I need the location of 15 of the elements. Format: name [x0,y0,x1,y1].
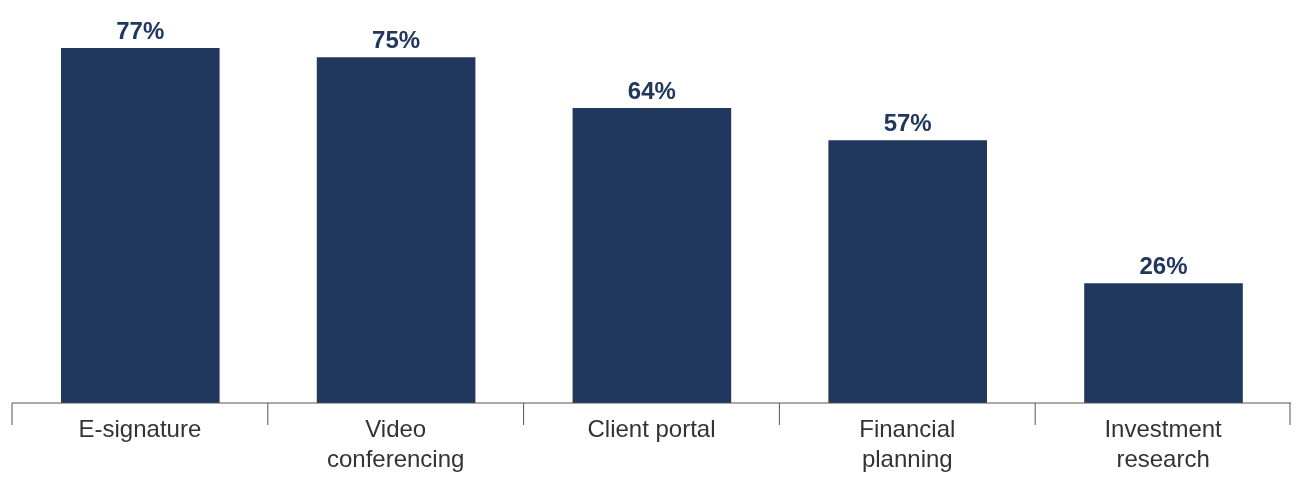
x-tick-label: Financial planning [859,415,956,472]
bar [572,107,732,403]
bar [61,48,220,403]
data-label: 26% [1139,252,1188,280]
bar [316,57,476,403]
data-label: 64% [627,76,676,104]
x-tick-label: Investment research [1104,415,1223,472]
data-label: 57% [883,109,932,137]
data-label: 77% [116,17,165,44]
x-tick-label: Client portal [587,415,716,442]
x-tick-label: Video conferencing [326,415,465,472]
data-label: 75% [372,26,421,54]
x-tick-label: E-signature [78,415,202,442]
bar [1084,283,1243,403]
bar [828,140,987,403]
